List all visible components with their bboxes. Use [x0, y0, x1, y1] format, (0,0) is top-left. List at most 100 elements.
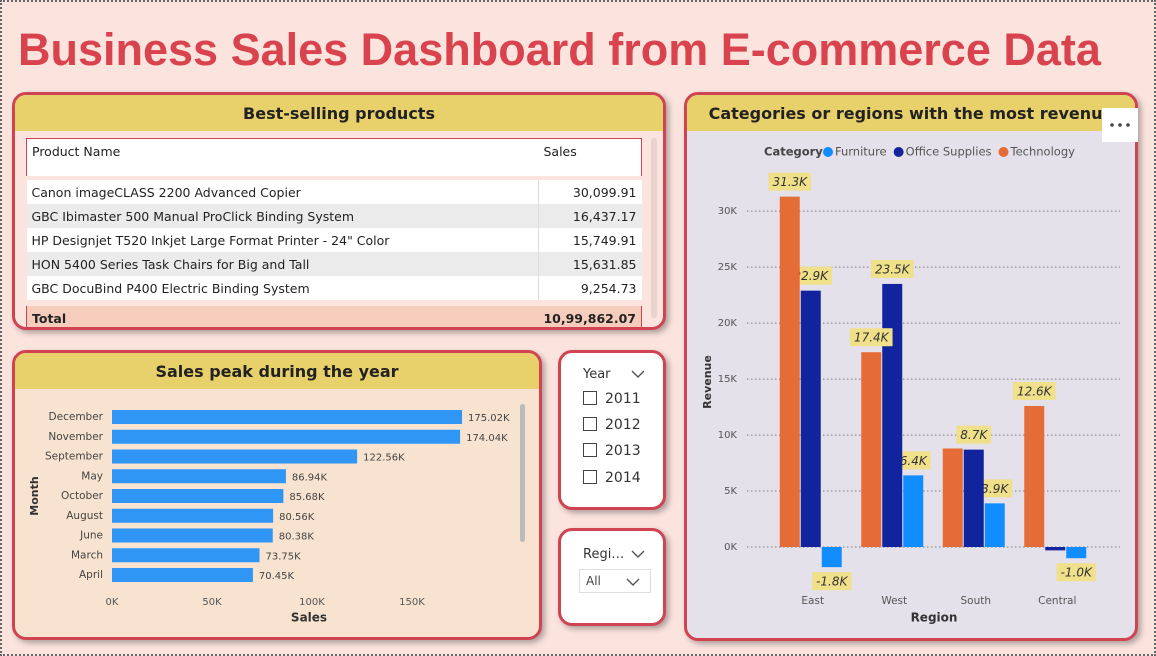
scrollbar[interactable] [651, 138, 657, 318]
slicer-item-label: 2013 [605, 443, 641, 459]
legend-swatch [823, 147, 833, 157]
x-tick-label: 100K [299, 597, 325, 608]
slicer-title: Year [583, 367, 611, 382]
value-label: 85.68K [289, 492, 325, 503]
bar [984, 503, 1005, 548]
chart-title: Categories or regions with the most reve… [687, 95, 1135, 131]
value-label-bg [768, 172, 812, 191]
bar [1024, 405, 1045, 548]
table-cell: 9,254.73 [537, 276, 642, 303]
bar [112, 508, 274, 523]
value-label: 70.45K [259, 571, 295, 582]
table-cell: 15,631.85 [537, 252, 642, 276]
column-header: Sales [543, 144, 577, 159]
x-tick-label: East [801, 595, 824, 607]
value-label: 22.9K [793, 269, 829, 283]
table-cell: HP Designjet T520 Inkjet Large Format Pr… [31, 232, 390, 248]
value-label: 174.04K [466, 433, 508, 444]
y-tick-label: September [45, 451, 104, 463]
y-tick-label: 25K [718, 262, 738, 273]
table-title: Best-selling products [15, 95, 663, 131]
y-axis-label: Revenue [701, 355, 714, 409]
slicer-item[interactable]: 2012 [583, 417, 641, 433]
slicer-item[interactable]: 2011 [583, 391, 641, 407]
x-tick-label: Central [1038, 595, 1076, 607]
value-label: 31.3K [772, 175, 808, 189]
x-tick-label: South [960, 595, 991, 607]
bar [112, 449, 358, 464]
table-cell: GBC Ibimaster 500 Manual ProClick Bindin… [31, 208, 355, 224]
chevron[interactable] [631, 369, 645, 379]
value-label-bg [977, 479, 1013, 498]
bar [1066, 547, 1087, 559]
total-cell: Total [32, 310, 67, 326]
bar [800, 290, 821, 548]
x-tick-label: West [881, 595, 907, 607]
y-tick-label: 30K [718, 206, 738, 217]
chart-title: Sales peak during the year [15, 353, 539, 389]
y-tick-label: 20K [718, 318, 738, 329]
value-label: -1.0K [1061, 566, 1093, 580]
x-axis-label: Sales [291, 611, 327, 625]
value-label-bg [789, 266, 833, 285]
value-label: 86.94K [292, 472, 328, 483]
value-label-bg [870, 259, 914, 278]
legend-label: Furniture [835, 145, 887, 159]
table-cell: GBC DocuBind P400 Electric Binding Syste… [31, 280, 310, 296]
slicer-item-label: 2012 [605, 417, 641, 433]
scrollbar[interactable] [520, 404, 525, 542]
table-cell: 30,099.91 [537, 178, 642, 204]
value-label: 17.4K [854, 331, 890, 345]
y-tick-label: 0K [724, 542, 737, 553]
month-panel: Sales peak during the year [12, 350, 542, 640]
table-panel: Best-selling products Product Name Sales C… [12, 92, 666, 330]
slicer-item[interactable]: 2014 [583, 470, 641, 486]
more-options[interactable] [1102, 108, 1138, 142]
legend-swatch [998, 147, 1009, 157]
legend-label: Technology [1010, 145, 1076, 159]
x-tick-label: 0K [106, 597, 119, 608]
region-panel: Categories or regions with the most reve… [684, 92, 1138, 641]
value-label: 122.56K [363, 453, 405, 464]
value-label-bg [849, 328, 893, 347]
chevron[interactable] [631, 549, 645, 559]
x-axis-label: Region [911, 611, 958, 625]
dropdown[interactable]: All [579, 569, 651, 593]
table-row: GBC DocuBind P400 Electric Binding Syste… [26, 276, 642, 303]
value-label-bg [895, 451, 931, 470]
bar [861, 352, 882, 548]
table-cell: Canon imageCLASS 2200 Advanced Copier [31, 184, 301, 200]
region-slicer: Regi… All [558, 528, 666, 626]
y-tick-label: April [79, 569, 103, 581]
y-tick-label: 5K [724, 486, 737, 497]
header-row: Product Name Sales [26, 138, 642, 178]
y-tick-label: October [61, 490, 104, 502]
bar [112, 528, 273, 543]
value-label: 80.38K [279, 532, 315, 543]
value-label: 23.5K [875, 262, 911, 276]
slicer-item-label: 2014 [605, 470, 641, 486]
value-label-bg [1056, 563, 1096, 582]
y-tick-label: May [81, 470, 103, 482]
year-slicer: Year 2011 2012 2013 2014 [558, 350, 666, 510]
slicer-title: Regi… [583, 547, 625, 562]
value-label-bg [812, 572, 852, 591]
y-tick-label: March [71, 549, 103, 561]
value-label: 3.9K [981, 482, 1009, 496]
value-label: -1.8K [816, 575, 848, 589]
bar [112, 489, 284, 503]
bar [882, 283, 903, 548]
bar [963, 449, 984, 548]
y-tick-label: 10K [718, 430, 738, 441]
chevron [626, 578, 640, 586]
slicer-item-label: 2011 [605, 391, 641, 407]
y-tick-label: 15K [718, 374, 738, 385]
value-label: 6.4K [900, 454, 928, 468]
y-tick-label: August [66, 510, 103, 522]
slicer-item[interactable]: 2013 [583, 443, 641, 459]
bar [779, 196, 800, 548]
bar [1045, 547, 1066, 551]
value-label-bg [1012, 381, 1056, 400]
table-row: HP Designjet T520 Inkjet Large Format Pr… [26, 228, 642, 252]
